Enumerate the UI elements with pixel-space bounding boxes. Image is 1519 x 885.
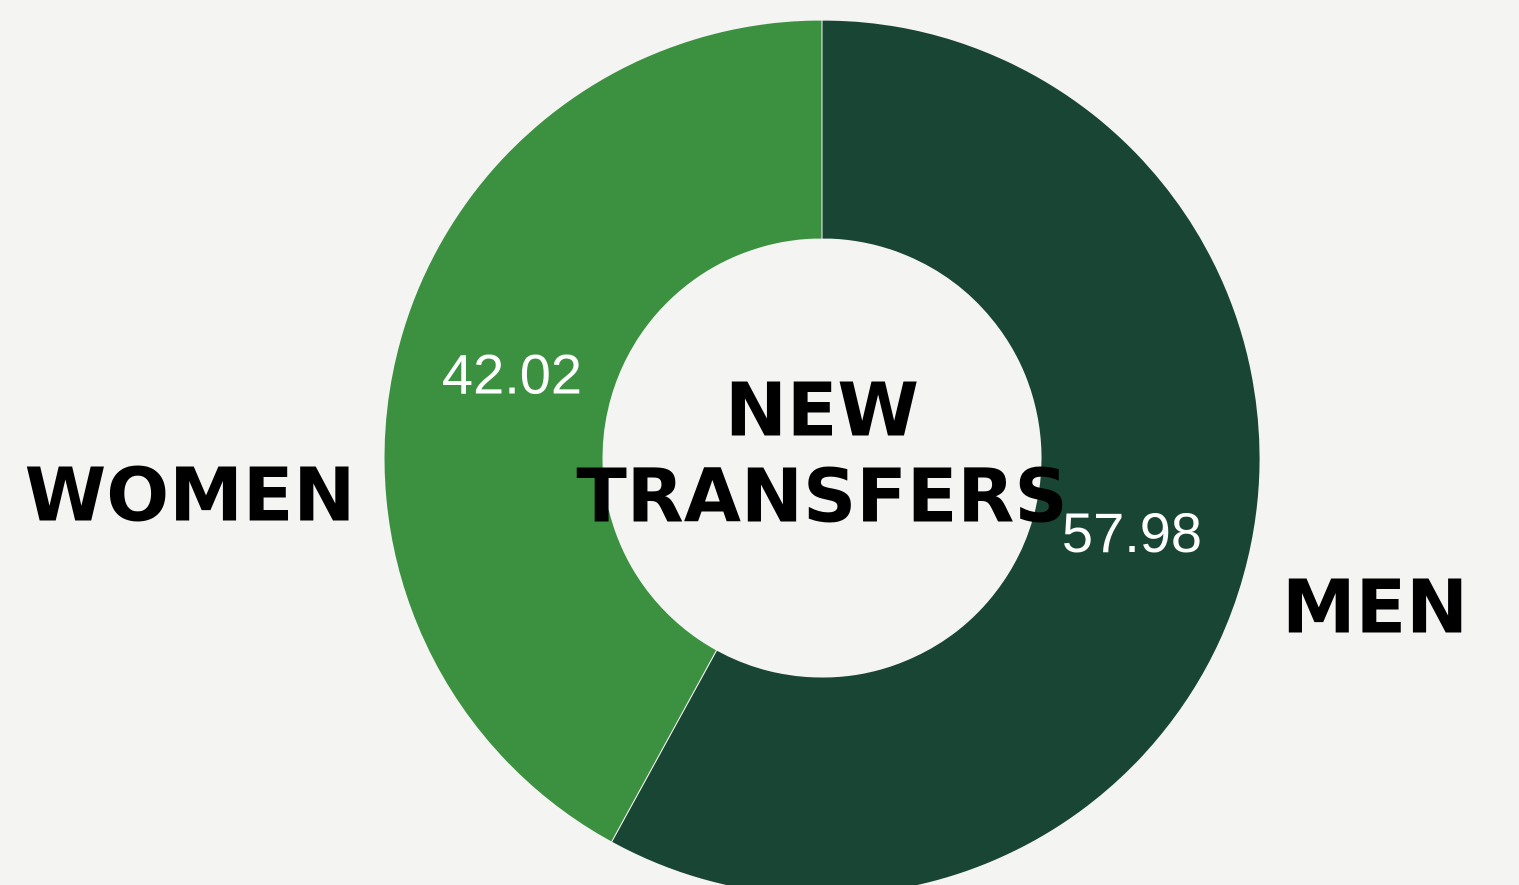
category-label: WOMEN [25, 453, 356, 539]
center-label: NEW [725, 368, 919, 454]
category-label: MEN [1282, 565, 1468, 651]
value-label: 57.98 [1062, 501, 1202, 564]
slice [383, 19, 823, 843]
value-label: 42.02 [442, 342, 582, 405]
center-label: TRANSFERS [576, 454, 1067, 540]
slice [610, 19, 1261, 885]
